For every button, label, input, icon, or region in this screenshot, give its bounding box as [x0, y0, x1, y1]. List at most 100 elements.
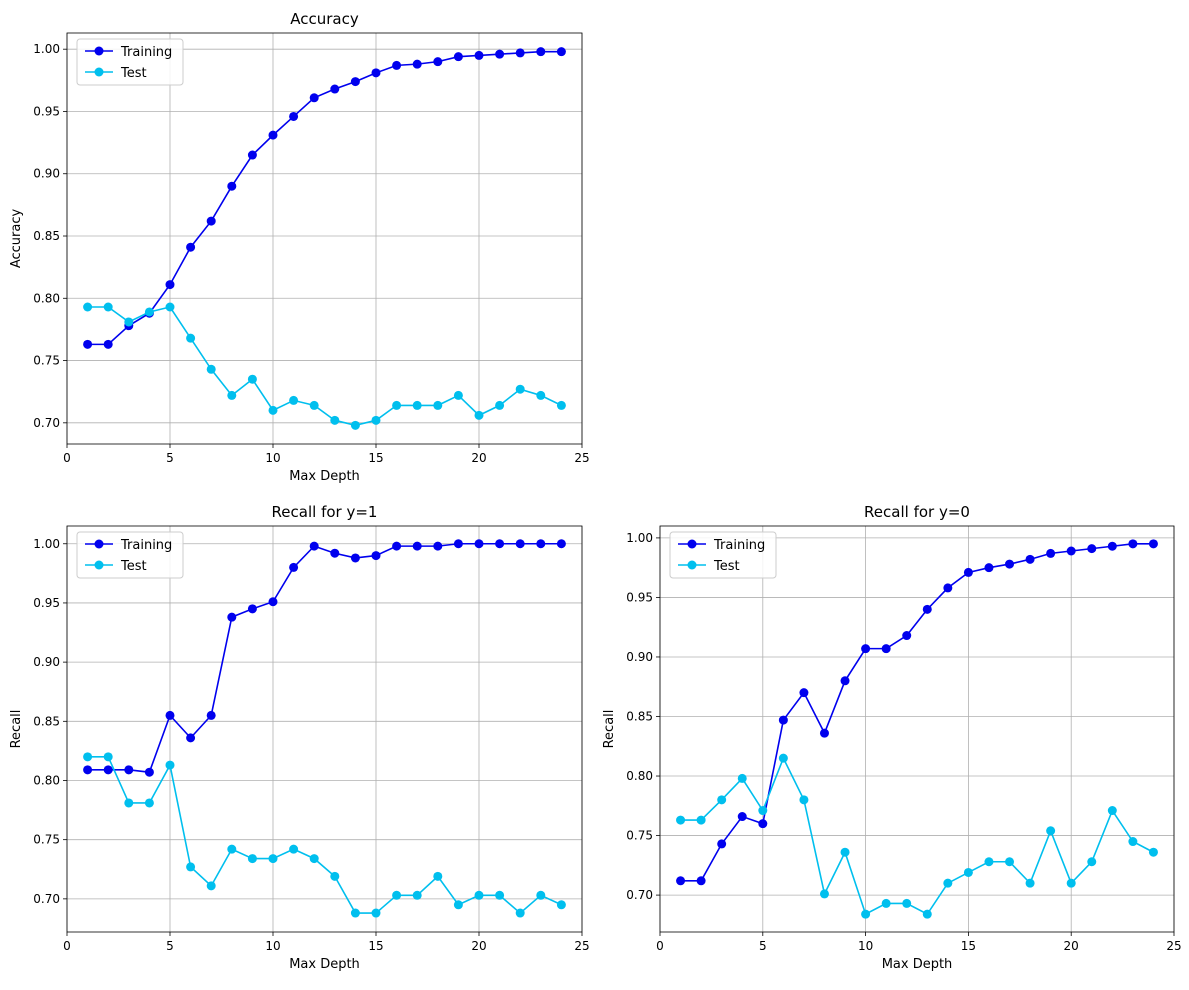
chart-2-series-training-point — [943, 583, 953, 593]
chart-2-series-test-point — [737, 773, 747, 783]
chart-2-series-test-point — [799, 795, 809, 805]
chart-2-series-training-point — [799, 688, 809, 698]
chart-1-series-test-point — [536, 890, 546, 900]
chart-1-series-test-point — [495, 890, 505, 900]
chart-1-legend-label: Test — [120, 559, 147, 574]
chart-1-series-test-point — [83, 752, 93, 762]
chart-1-series-training-point — [103, 765, 113, 775]
chart-0-legend-swatch-marker — [94, 46, 104, 56]
chart-1-series-training-point — [412, 541, 422, 551]
chart-2-series-training-point — [737, 812, 747, 822]
chart-2-series-test-point — [902, 898, 912, 908]
chart-1-y-tick-label: 0.85 — [33, 714, 60, 728]
chart-0-series-training-point — [186, 242, 196, 252]
chart-1-series-training-point — [474, 539, 484, 549]
chart-0-y-tick-label: 0.80 — [33, 291, 60, 305]
chart-2-series-training-point — [861, 644, 871, 654]
chart-1-series-training-point — [289, 562, 299, 572]
chart-1-series-training-point — [495, 539, 505, 549]
chart-0-x-tick-label: 15 — [368, 451, 383, 465]
chart-2-series-training-point — [922, 604, 932, 614]
chart-2-series-test-point — [1025, 878, 1035, 888]
chart-0-series-training-point — [227, 181, 237, 191]
chart-2-x-tick-label: 25 — [1166, 939, 1181, 953]
chart-0-series-training-point — [412, 59, 422, 69]
chart-2-series-training-point — [1066, 546, 1076, 556]
chart-1-series-test-point — [247, 854, 257, 864]
chart-0-series-test-point — [350, 420, 360, 430]
chart-2-series-test-point — [881, 898, 891, 908]
chart-0-series-training-point — [536, 47, 546, 57]
chart-0-series-test-point — [515, 384, 525, 394]
chart-2-series-test-point — [840, 847, 850, 857]
chart-2-axes-frame — [659, 525, 1175, 933]
chart-2-x-tick-label: 15 — [961, 939, 976, 953]
chart-1-series-test-point — [206, 881, 216, 891]
chart-2-series-test-point — [1107, 806, 1117, 816]
chart-1-y-axis-label: Recall — [9, 710, 24, 749]
chart-2-series-test-point — [1128, 837, 1138, 847]
chart-0-plot-area — [67, 33, 582, 444]
chart-1-series-test-point — [474, 890, 484, 900]
chart-1-y-tick-label: 0.95 — [33, 596, 60, 610]
chart-1-y-tick-label: 0.70 — [33, 892, 60, 906]
chart-1-series-training-point — [556, 539, 566, 549]
chart-1-legend-swatch-marker — [94, 539, 104, 549]
chart-2-plot-area — [660, 526, 1174, 932]
chart-1-x-tick-label: 10 — [265, 939, 280, 953]
chart-0-series-training-point — [453, 52, 463, 62]
chart-2-series-training-point — [840, 676, 850, 686]
chart-2-series-test-point — [943, 878, 953, 888]
chart-0-series-test-point — [206, 364, 216, 374]
chart-1-x-tick-label: 20 — [471, 939, 486, 953]
chart-2-series-training-point — [1025, 554, 1035, 564]
chart-1-series-test-point — [515, 908, 525, 918]
chart-2-series-test-point — [696, 815, 706, 825]
chart-0-series-test-point — [392, 400, 402, 410]
chart-1-series-test-point — [227, 844, 237, 854]
chart-0-series-training-point — [556, 47, 566, 57]
chart-2-y-tick-label: 0.70 — [626, 888, 653, 902]
chart-1-series-test-point — [392, 890, 402, 900]
chart-1-series-training-point — [227, 612, 237, 622]
chart-0-series-test-point — [453, 390, 463, 400]
chart-0-title: Accuracy — [290, 10, 359, 28]
chart-2-x-tick-label: 0 — [656, 939, 664, 953]
chart-2-series-training-point — [1148, 539, 1158, 549]
chart-0-series-training-point — [83, 339, 93, 349]
chart-2-series-test-point — [676, 815, 686, 825]
chart-2-series-training-point — [1005, 559, 1015, 569]
chart-1-title: Recall for y=1 — [272, 503, 378, 521]
chart-0-y-tick-label: 0.95 — [33, 104, 60, 118]
chart-0-series-training-point — [309, 93, 319, 103]
chart-0-series-test-point — [495, 400, 505, 410]
chart-0-series-test-point — [83, 302, 93, 312]
subplot-recall-y1: 0 5 10 15 20 25 0.70 0.75 0.80 0.85 0.90 0.95 1.00 Re… — [9, 503, 590, 972]
chart-0-y-tick-label: 0.70 — [33, 416, 60, 430]
chart-2-series-test-point — [717, 795, 727, 805]
chart-0-x-axis-label: Max Depth — [289, 469, 360, 484]
chart-0-series-test-point — [144, 307, 154, 317]
chart-1-series-training-point — [433, 541, 443, 551]
chart-1-series-test-point — [330, 871, 340, 881]
chart-0-series-training-point — [289, 111, 299, 121]
chart-1-series-test-point — [556, 900, 566, 910]
chart-0-series-training-point — [515, 48, 525, 58]
chart-2-legend-label: Training — [713, 538, 765, 553]
chart-2-y-tick-label: 1.00 — [626, 531, 653, 545]
chart-0-y-tick-label: 0.90 — [33, 167, 60, 181]
chart-1-y-tick-label: 0.75 — [33, 833, 60, 847]
chart-2-x-tick-label: 10 — [858, 939, 873, 953]
chart-0-series-training-point — [433, 57, 443, 67]
chart-1-x-axis-label: Max Depth — [289, 957, 360, 972]
chart-1-series-training-point — [247, 604, 257, 614]
chart-1-series-training-point — [268, 597, 278, 607]
chart-0-series-test-point — [103, 302, 113, 312]
chart-2-series-training-point — [676, 876, 686, 886]
chart-1-series-test-point — [144, 798, 154, 808]
chart-1-legend-label: Training — [120, 538, 172, 553]
chart-0-series-training-point — [371, 68, 381, 78]
chart-1-series-test-point — [289, 844, 299, 854]
chart-2-x-axis-label: Max Depth — [882, 957, 953, 972]
chart-2-series-test-line — [680, 756, 1154, 916]
